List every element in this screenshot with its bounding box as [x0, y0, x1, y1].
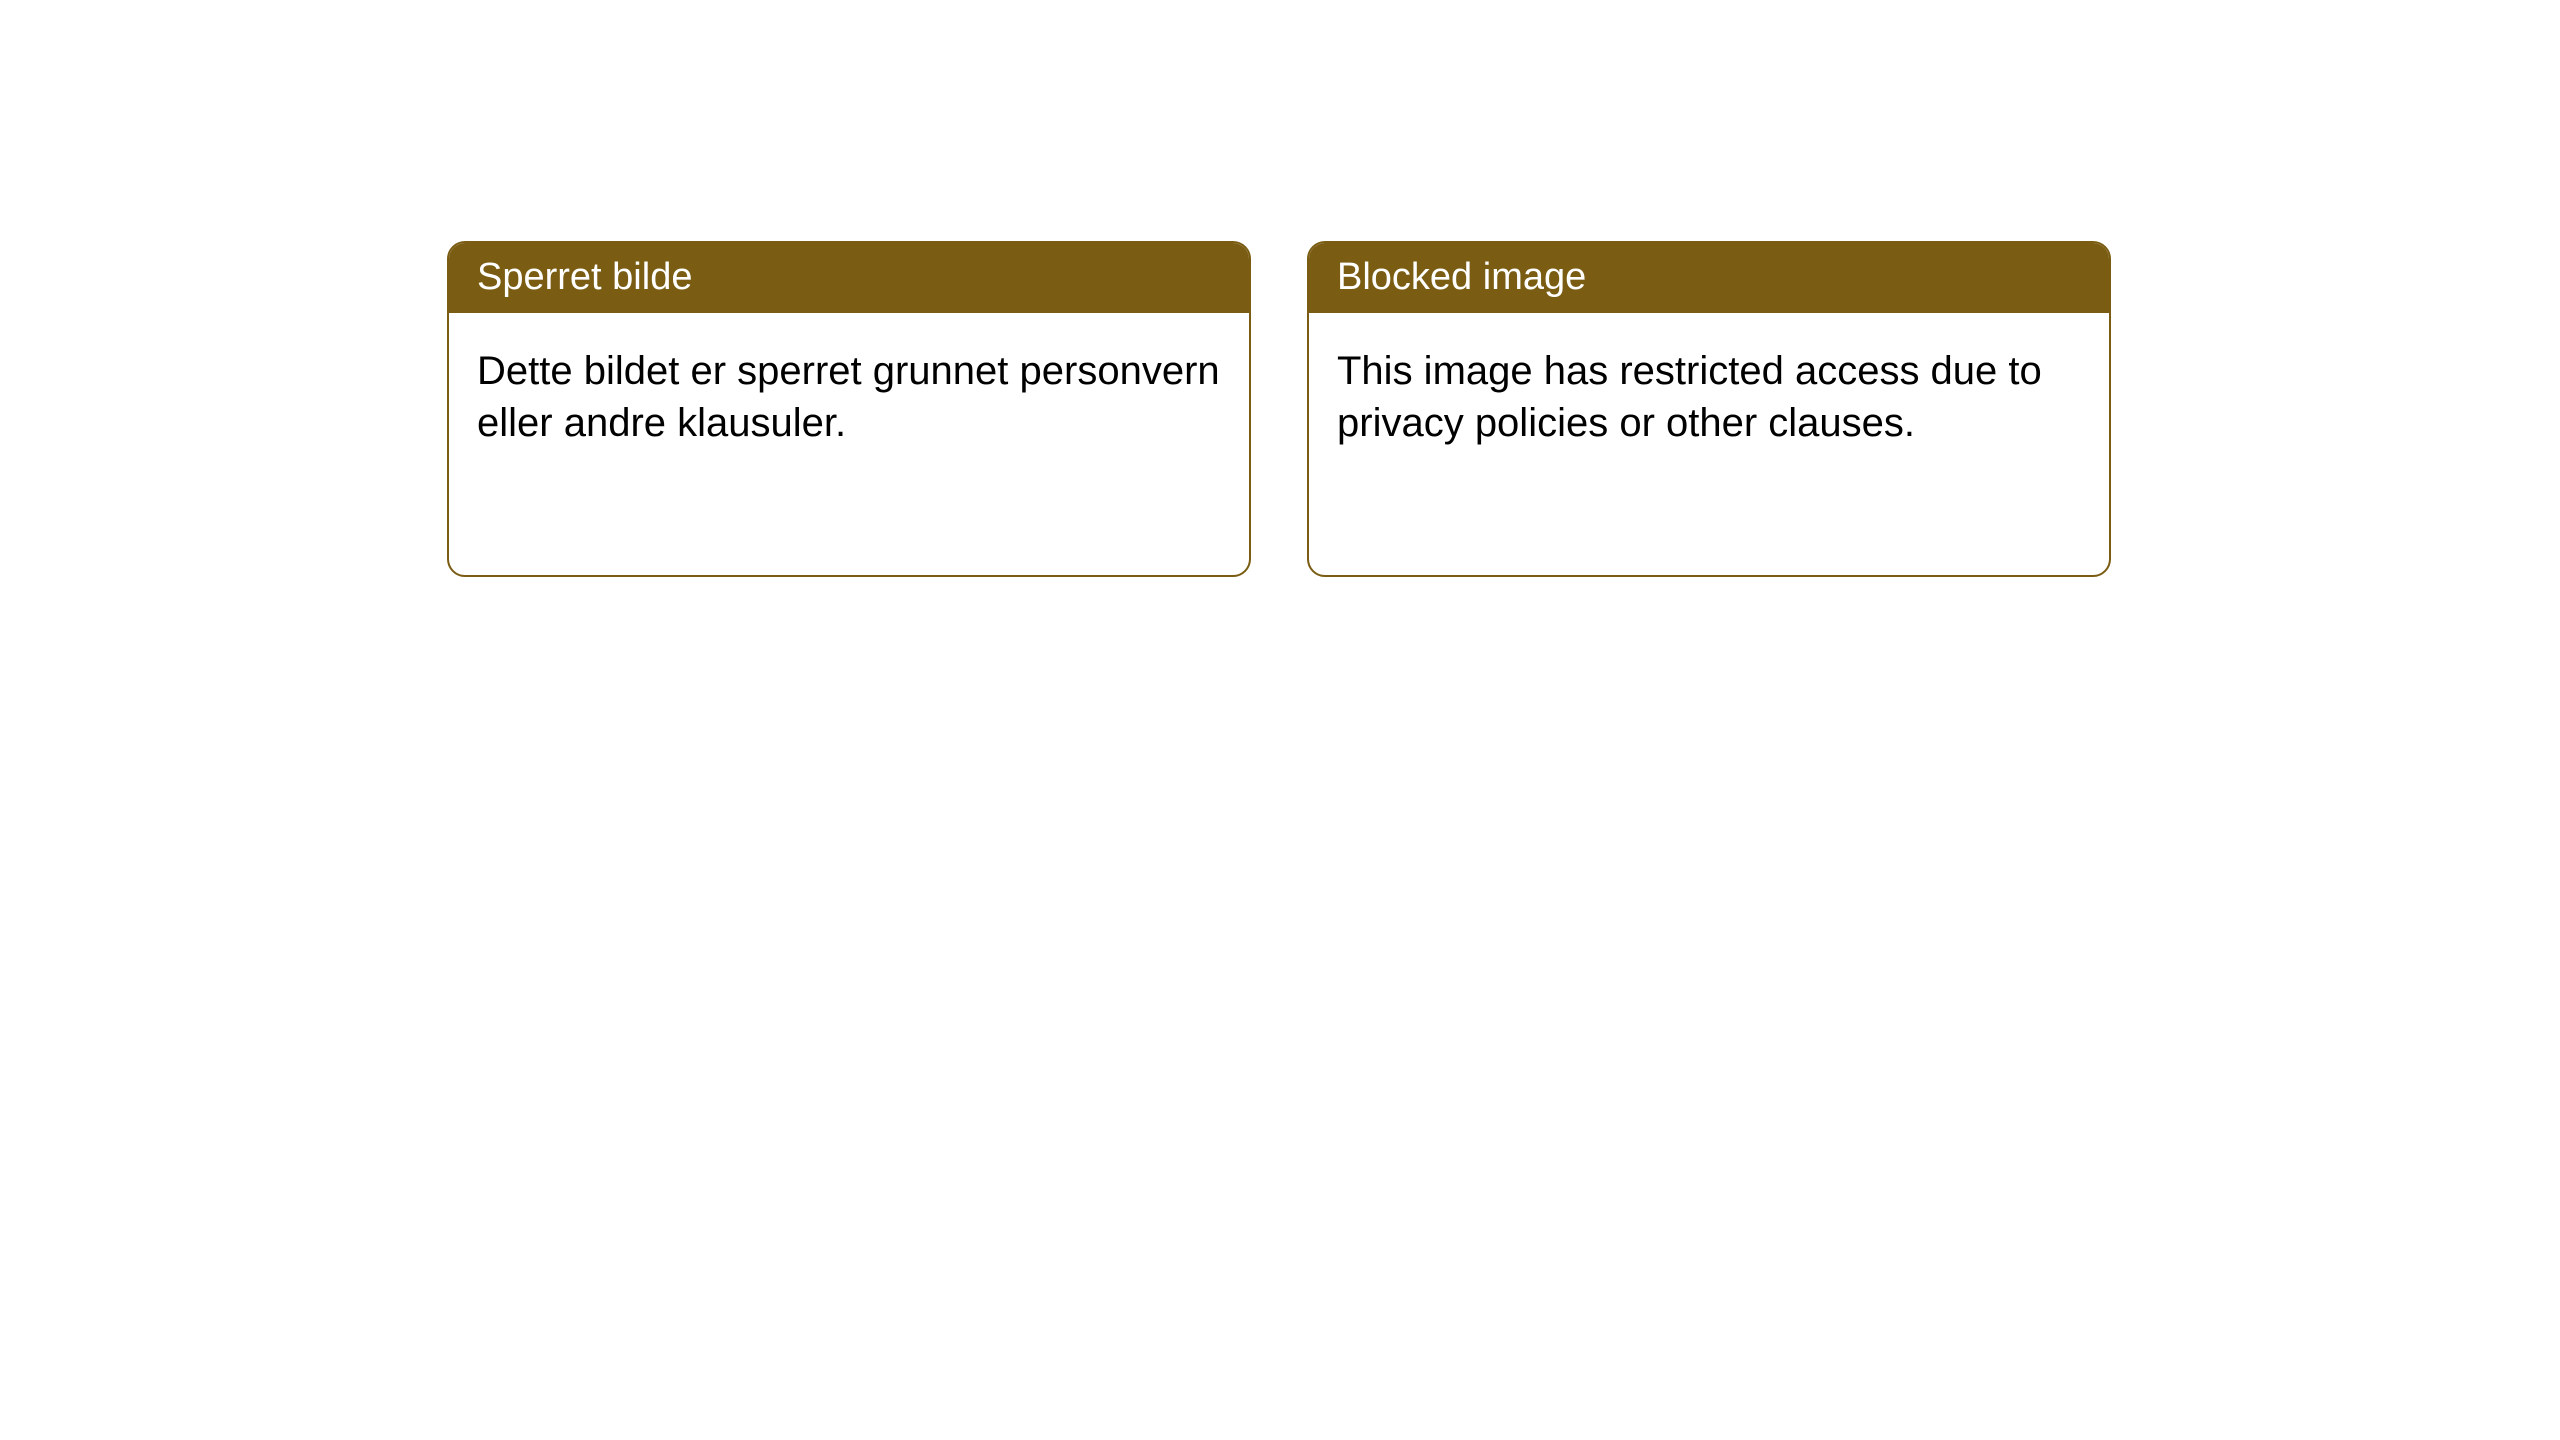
- info-cards-container: Sperret bilde Dette bildet er sperret gr…: [447, 241, 2111, 577]
- info-card-english: Blocked image This image has restricted …: [1307, 241, 2111, 577]
- card-header: Blocked image: [1309, 243, 2109, 313]
- info-card-norwegian: Sperret bilde Dette bildet er sperret gr…: [447, 241, 1251, 577]
- card-header: Sperret bilde: [449, 243, 1249, 313]
- card-body: Dette bildet er sperret grunnet personve…: [449, 313, 1249, 575]
- card-body: This image has restricted access due to …: [1309, 313, 2109, 575]
